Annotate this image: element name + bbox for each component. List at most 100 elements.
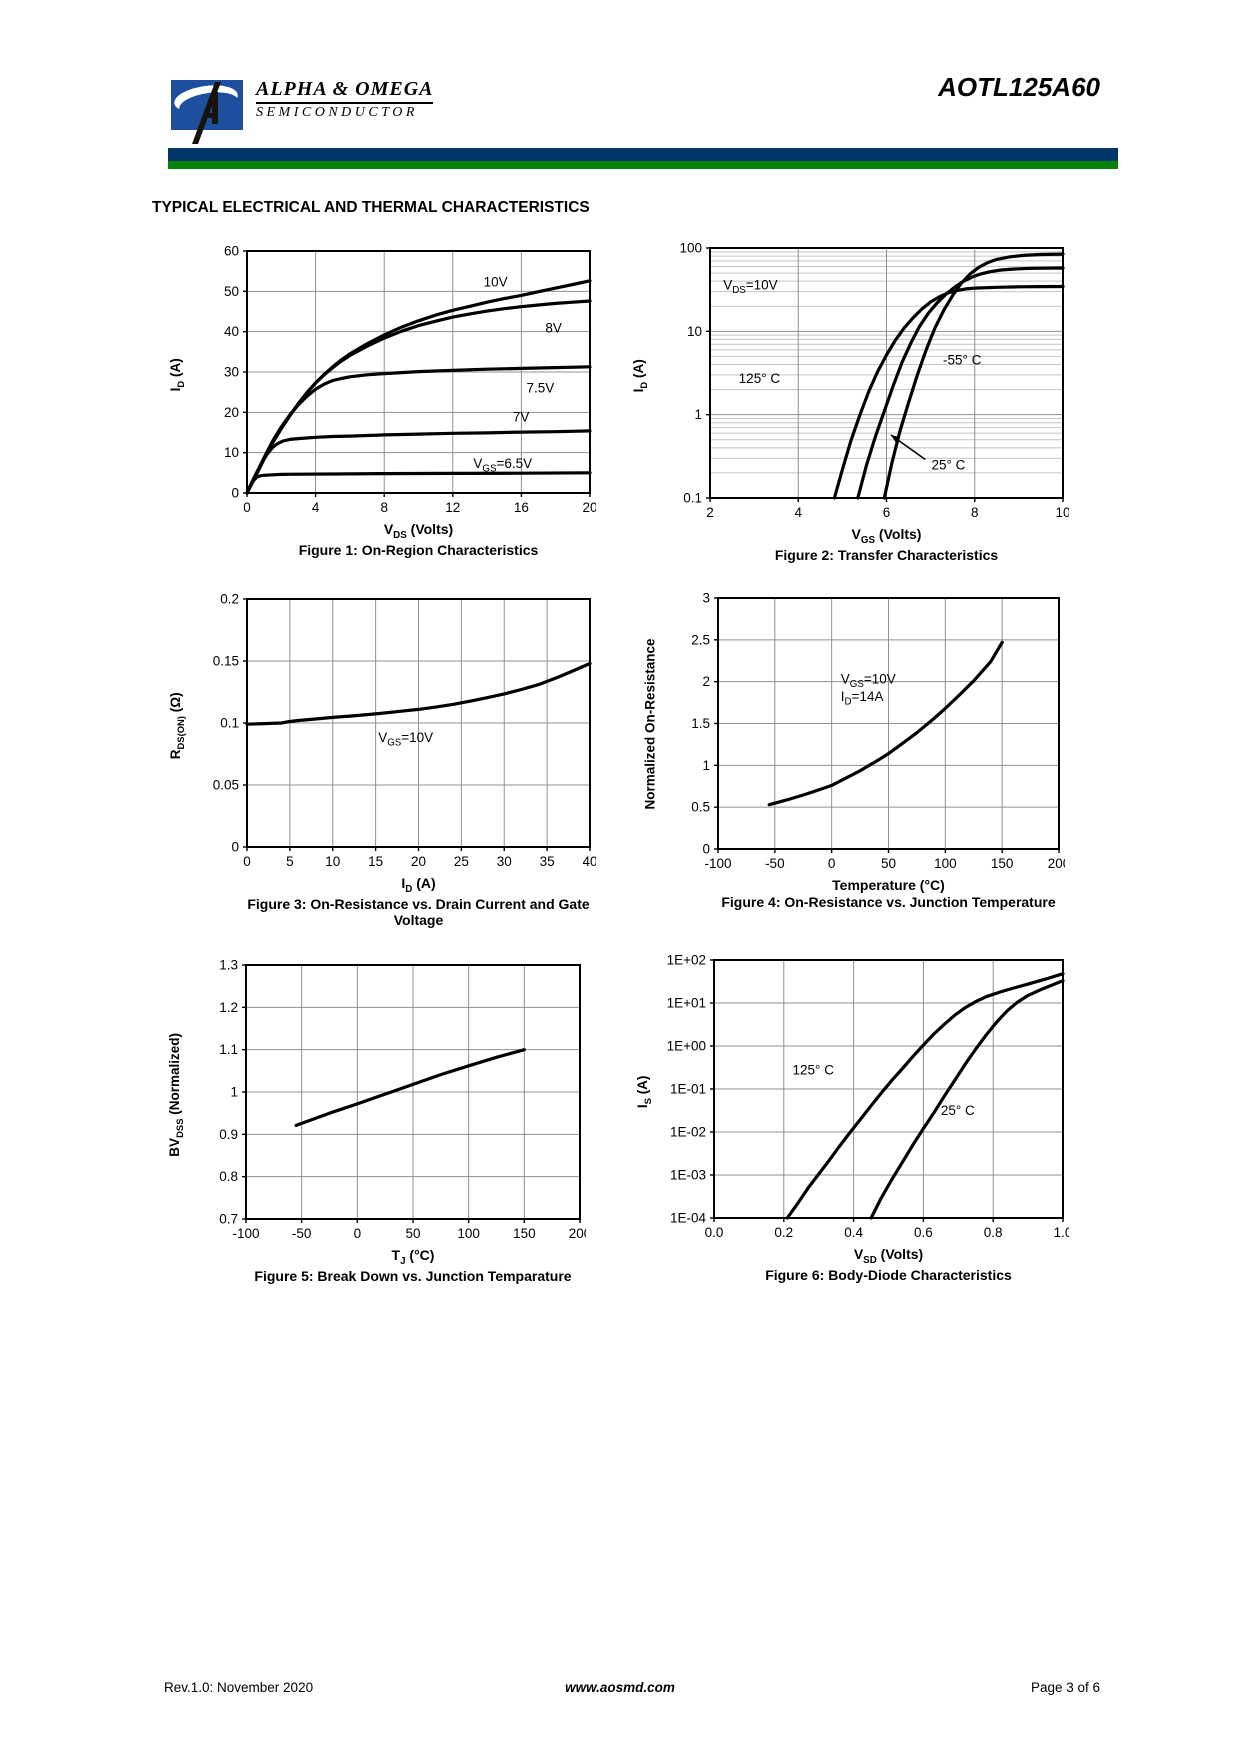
svg-text:0.6: 0.6 bbox=[914, 1225, 933, 1240]
svg-text:1E+00: 1E+00 bbox=[667, 1039, 706, 1054]
tick-labels: 2 4 6 8 10 0.1 1 10 100 bbox=[679, 241, 1069, 521]
svg-text:0: 0 bbox=[243, 500, 251, 515]
svg-text:60: 60 bbox=[224, 244, 239, 259]
svg-text:4: 4 bbox=[312, 500, 320, 515]
svg-text:1E-02: 1E-02 bbox=[670, 1125, 706, 1140]
data-curves bbox=[785, 972, 1065, 1220]
tick-marks bbox=[710, 959, 1064, 1222]
svg-text:40: 40 bbox=[224, 324, 239, 339]
major-gridlines bbox=[247, 599, 590, 847]
svg-text:-50: -50 bbox=[765, 856, 785, 871]
svg-text:8: 8 bbox=[380, 500, 388, 515]
tick-marks bbox=[242, 964, 581, 1223]
svg-text:1: 1 bbox=[694, 407, 702, 422]
svg-text:0.05: 0.05 bbox=[213, 778, 239, 793]
tick-labels: -100 -50 0 50 100 150 200 0.7 0.8 0.9 1 1.1 1.2 1.3 bbox=[219, 958, 586, 1242]
figure-1-y-axis-label: ID (A) bbox=[168, 358, 187, 392]
svg-text:1E-01: 1E-01 bbox=[670, 1082, 706, 1097]
tick-marks bbox=[714, 597, 1060, 853]
svg-text:100: 100 bbox=[934, 856, 957, 871]
svg-text:0.15: 0.15 bbox=[213, 654, 239, 669]
svg-text:200: 200 bbox=[1048, 856, 1065, 871]
svg-text:2.5: 2.5 bbox=[691, 632, 710, 647]
curve-25C bbox=[856, 266, 1065, 500]
figure-3-x-axis-label: ID (A) bbox=[401, 875, 436, 895]
figure-6: IS (A) 0.0 0.2 0.4 0.6 0.8 1.0 1E-04 1E-03 1E-02… bbox=[635, 950, 1069, 1283]
svg-text:35: 35 bbox=[540, 854, 555, 869]
major-gridlines bbox=[718, 598, 1059, 849]
svg-text:VGS=10V: VGS=10V bbox=[841, 672, 896, 691]
figure-2-caption: Figure 2: Transfer Characteristics bbox=[774, 546, 999, 563]
part-number: AOTL125A60 bbox=[938, 72, 1100, 102]
svg-text:0.0: 0.0 bbox=[705, 1225, 724, 1240]
svg-text:20: 20 bbox=[411, 854, 426, 869]
svg-text:200: 200 bbox=[569, 1226, 586, 1241]
svg-text:25: 25 bbox=[454, 854, 469, 869]
svg-text:0: 0 bbox=[243, 854, 251, 869]
figure-4-caption: Figure 4: On-Resistance vs. Junction Tem… bbox=[721, 894, 1056, 910]
annotations: 10V 8V 7.5V 7V VGS=6.5V bbox=[473, 275, 562, 475]
figure-5-y-axis-label: BVDSS (Normalized) bbox=[167, 1033, 186, 1157]
brand-subtitle: SEMICONDUCTOR bbox=[256, 105, 418, 120]
svg-text:1E-03: 1E-03 bbox=[670, 1168, 706, 1183]
svg-text:VGS=10V: VGS=10V bbox=[378, 730, 433, 749]
svg-text:1: 1 bbox=[230, 1085, 238, 1100]
footer-website: www.aosmd.com bbox=[565, 1680, 675, 1695]
figure-1-plot: 0 4 8 12 16 20 0 10 20 30 40 50 60 10V 8V 7.5V 7V VGS=6.5… bbox=[224, 244, 596, 516]
svg-text:50: 50 bbox=[881, 856, 896, 871]
figure-6-y-axis-label: IS (A) bbox=[635, 1075, 654, 1109]
svg-text:10: 10 bbox=[325, 854, 340, 869]
major-gridlines bbox=[714, 960, 1063, 1218]
svg-text:0.5: 0.5 bbox=[691, 800, 710, 815]
svg-text:15: 15 bbox=[368, 854, 383, 869]
svg-text:1.2: 1.2 bbox=[219, 1000, 238, 1015]
footer-revision: Rev.1.0: November 2020 bbox=[164, 1680, 314, 1695]
figure-2-y-axis-label: ID (A) bbox=[631, 359, 650, 393]
svg-text:0.4: 0.4 bbox=[844, 1225, 863, 1240]
data-curves bbox=[294, 1048, 526, 1127]
figure-5-plot: -100 -50 0 50 100 150 200 0.7 0.8 0.9 1 1.1 1.2 1.3 bbox=[219, 958, 586, 1242]
figure-2: ID (A) 2 4 6 8 10 0.1 1 10 100 VDS=10V 125° C -55° … bbox=[631, 238, 1069, 563]
svg-text:0.2: 0.2 bbox=[774, 1225, 793, 1240]
curve-VGS7.5V bbox=[245, 365, 592, 495]
figure-2-plot: 2 4 6 8 10 0.1 1 10 100 VDS=10V 125° C -55° C 25° C bbox=[679, 241, 1069, 521]
figure-1: ID (A) 0 4 8 12 16 20 0 10 20 30 40 50 60 10V 8V 7.5V 7V… bbox=[168, 241, 596, 558]
curve-VGS8V bbox=[245, 299, 592, 495]
header-green-bar bbox=[168, 161, 1118, 169]
major-gridlines bbox=[246, 965, 580, 1219]
svg-text:VDS=10V: VDS=10V bbox=[723, 277, 777, 296]
svg-text:-50: -50 bbox=[292, 1226, 312, 1241]
svg-text:0: 0 bbox=[828, 856, 836, 871]
section-title: TYPICAL ELECTRICAL AND THERMAL CHARACTER… bbox=[152, 199, 590, 216]
figure-3-plot: 0 5 10 15 20 25 30 35 40 0 0.05 0.1 0.15 0.2 VGS=10V bbox=[213, 592, 596, 870]
svg-text:1.3: 1.3 bbox=[219, 958, 238, 973]
figure-6-caption: Figure 6: Body-Diode Characteristics bbox=[765, 1266, 1012, 1283]
svg-text:1.0: 1.0 bbox=[1054, 1225, 1069, 1240]
svg-text:0.7: 0.7 bbox=[219, 1212, 238, 1227]
svg-text:0: 0 bbox=[231, 486, 239, 501]
figure-4-y-axis-label: Normalized On-Resistance bbox=[642, 638, 658, 810]
svg-text:0.2: 0.2 bbox=[220, 592, 239, 607]
figure-4-plot: -100 -50 0 50 100 150 200 0 0.5 1 1.5 2 2.5 3 VGS=10VI… bbox=[691, 591, 1065, 872]
svg-text:4: 4 bbox=[794, 505, 802, 520]
svg-text:1E+02: 1E+02 bbox=[667, 953, 706, 968]
svg-text:16: 16 bbox=[514, 500, 529, 515]
svg-text:150: 150 bbox=[991, 856, 1014, 871]
svg-text:7V: 7V bbox=[513, 410, 530, 425]
curve-125C bbox=[832, 284, 1065, 500]
svg-text:5: 5 bbox=[286, 854, 294, 869]
curve-25C bbox=[869, 979, 1065, 1220]
figure-3-caption: Figure 3: On-Resistance vs. Drain Curren… bbox=[247, 895, 590, 928]
svg-text:30: 30 bbox=[224, 365, 239, 380]
aos-logo-icon bbox=[171, 80, 243, 144]
svg-text:10: 10 bbox=[1055, 505, 1069, 520]
svg-text:8: 8 bbox=[971, 505, 979, 520]
tick-labels: -100 -50 0 50 100 150 200 0 0.5 1 1.5 2 2.5 3 bbox=[691, 591, 1065, 872]
svg-text:2: 2 bbox=[706, 505, 714, 520]
svg-text:-100: -100 bbox=[704, 856, 731, 871]
svg-text:150: 150 bbox=[513, 1226, 536, 1241]
svg-text:100: 100 bbox=[457, 1226, 480, 1241]
svg-text:20: 20 bbox=[582, 500, 596, 515]
